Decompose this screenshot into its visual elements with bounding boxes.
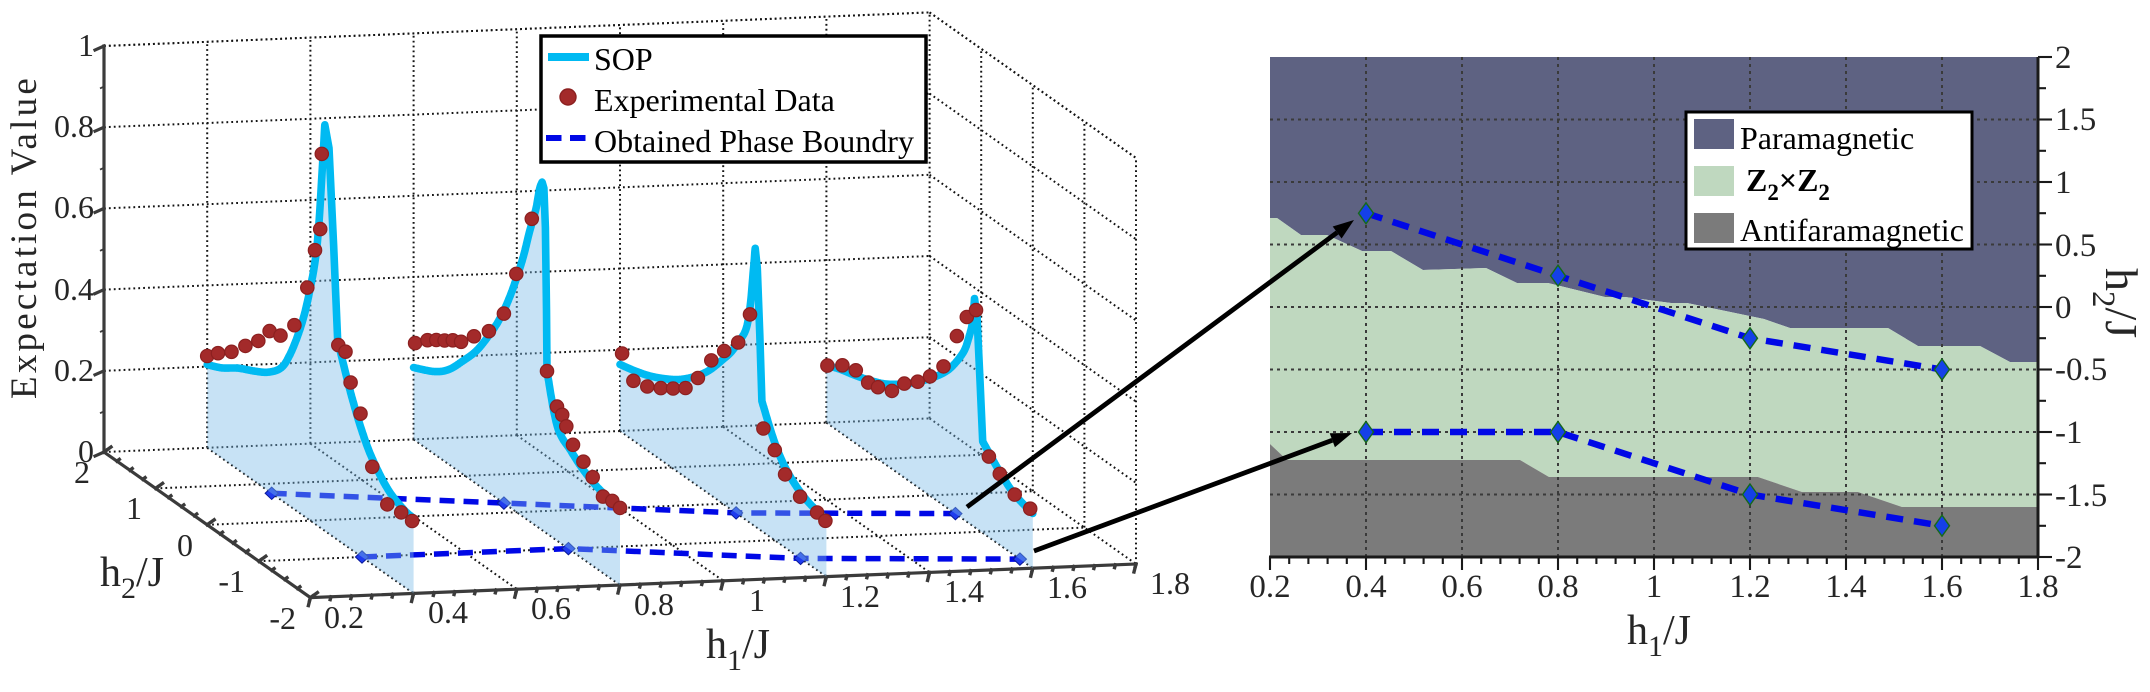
svg-text:1.8: 1.8 bbox=[1150, 565, 1190, 601]
svg-text:1.4: 1.4 bbox=[944, 573, 984, 609]
svg-text:1.6: 1.6 bbox=[1921, 569, 1962, 605]
svg-text:Expectation Value: Expectation Value bbox=[4, 75, 45, 399]
svg-text:Experimental Data: Experimental Data bbox=[594, 82, 835, 118]
svg-text:1: 1 bbox=[78, 27, 94, 63]
svg-text:Antifaramagnetic: Antifaramagnetic bbox=[1740, 212, 1964, 248]
svg-text:0.6: 0.6 bbox=[54, 189, 94, 225]
svg-text:Paramagnetic: Paramagnetic bbox=[1740, 120, 1914, 156]
svg-text:0.2: 0.2 bbox=[54, 352, 94, 388]
svg-text:0: 0 bbox=[78, 433, 94, 469]
svg-text:0.5: 0.5 bbox=[2055, 228, 2096, 264]
svg-text:0: 0 bbox=[2055, 290, 2072, 326]
svg-text:0.4: 0.4 bbox=[428, 594, 468, 630]
svg-text:1: 1 bbox=[126, 490, 142, 526]
svg-text:0.4: 0.4 bbox=[54, 271, 94, 307]
svg-text:1: 1 bbox=[2055, 165, 2072, 201]
svg-text:0.4: 0.4 bbox=[1345, 569, 1386, 605]
svg-text:2: 2 bbox=[74, 454, 90, 490]
svg-text:1.2: 1.2 bbox=[840, 578, 880, 614]
svg-text:0.8: 0.8 bbox=[1537, 569, 1578, 605]
svg-text:1.8: 1.8 bbox=[2017, 569, 2058, 605]
svg-text:0.2: 0.2 bbox=[1249, 569, 1290, 605]
svg-text:0.8: 0.8 bbox=[634, 586, 674, 622]
svg-text:0: 0 bbox=[177, 527, 193, 563]
svg-text:1.6: 1.6 bbox=[1047, 569, 1087, 605]
svg-text:1: 1 bbox=[749, 582, 765, 618]
svg-text:Z2×Z2: Z2×Z2 bbox=[1746, 162, 1830, 205]
svg-text:-2: -2 bbox=[269, 600, 296, 636]
svg-text:h1/J: h1/J bbox=[1627, 608, 1691, 663]
svg-text:2: 2 bbox=[2055, 40, 2072, 76]
svg-text:-2: -2 bbox=[2055, 540, 2083, 576]
svg-text:-1: -1 bbox=[2055, 415, 2083, 451]
svg-text:1: 1 bbox=[1646, 569, 1663, 605]
svg-text:1.4: 1.4 bbox=[1825, 569, 1866, 605]
svg-text:Obtained Phase Boundry: Obtained Phase Boundry bbox=[594, 123, 914, 159]
svg-text:1.2: 1.2 bbox=[1729, 569, 1770, 605]
svg-text:0.6: 0.6 bbox=[531, 590, 571, 626]
svg-text:SOP: SOP bbox=[594, 41, 653, 77]
svg-text:-1.5: -1.5 bbox=[2055, 478, 2107, 514]
svg-text:1.5: 1.5 bbox=[2055, 102, 2096, 138]
svg-text:0.6: 0.6 bbox=[1441, 569, 1482, 605]
svg-text:-1: -1 bbox=[218, 563, 245, 599]
svg-text:0.2: 0.2 bbox=[324, 599, 364, 635]
svg-text:-0.5: -0.5 bbox=[2055, 352, 2107, 388]
svg-text:0.8: 0.8 bbox=[54, 108, 94, 144]
